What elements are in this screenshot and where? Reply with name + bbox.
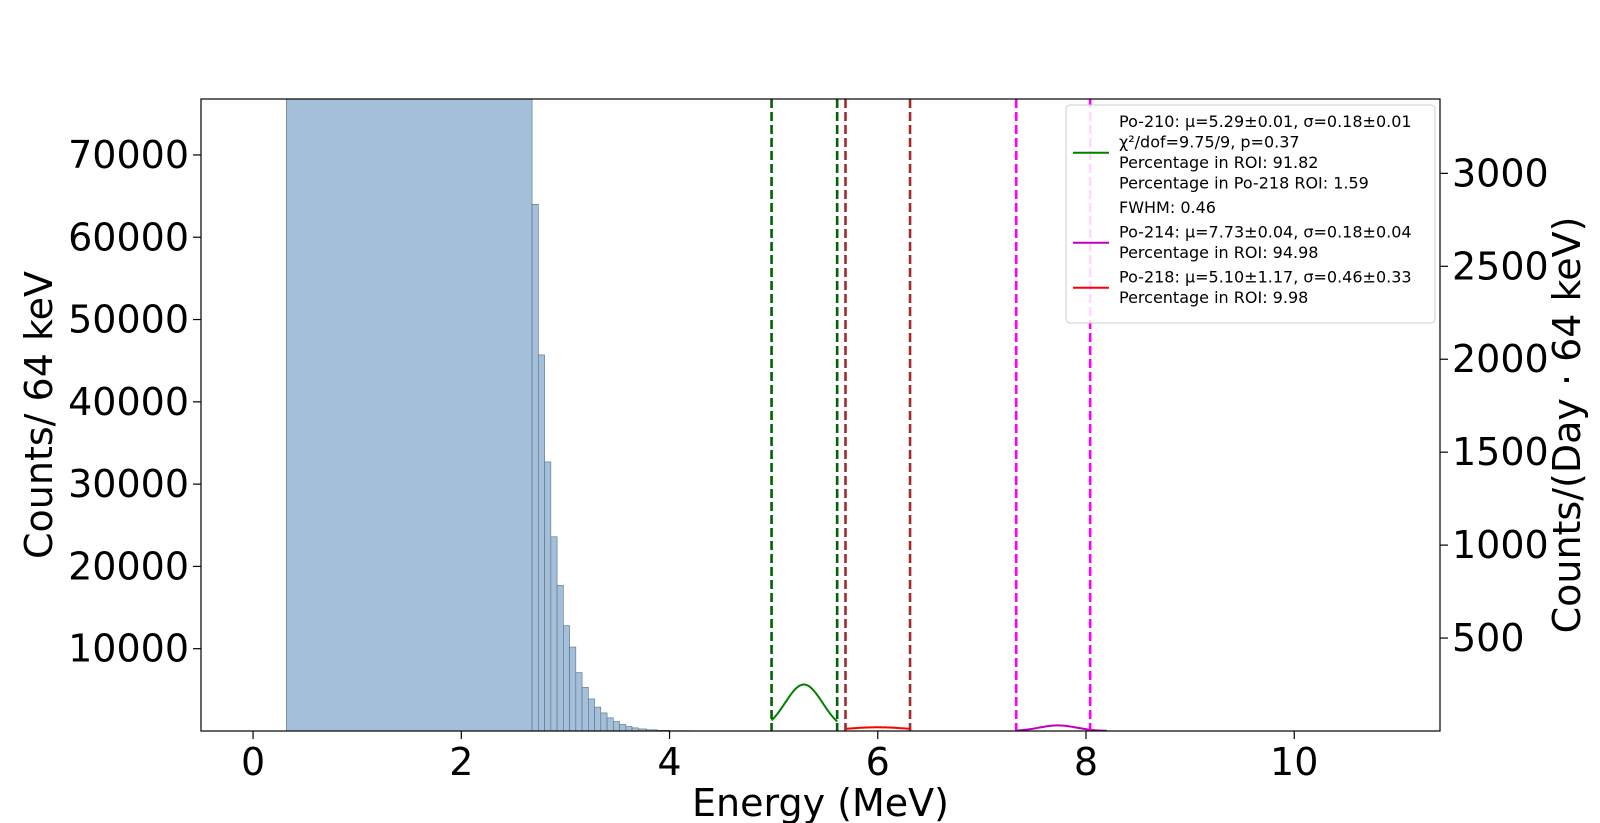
legend-entry-text: Po-214: μ=7.73±0.04, σ=0.18±0.04 <box>1119 223 1412 242</box>
y-tick-label: 40000 <box>68 380 189 424</box>
histogram-bar <box>569 646 577 731</box>
y-right-tick-label: 1500 <box>1452 430 1549 474</box>
histogram-bar <box>594 706 602 731</box>
x-axis: 0 2 4 6 8 10 <box>241 731 1318 784</box>
legend-box <box>1065 104 1436 324</box>
plot-frame <box>200 98 1441 732</box>
y-axis-label-left: Counts/ 64 keV <box>17 271 61 559</box>
histogram-bar <box>619 724 627 731</box>
fit-curve <box>845 726 911 730</box>
histogram-bar <box>575 672 583 731</box>
legend-entry-text: χ²/dof=9.75/9, p=0.37 <box>1119 133 1300 152</box>
histogram-bar <box>556 585 564 731</box>
histogram-bar <box>286 99 533 731</box>
legend-entry-text: Percentage in ROI: 94.98 <box>1119 243 1318 262</box>
x-tick-label: 8 <box>1074 740 1098 784</box>
y-right-tick-label: 500 <box>1452 616 1525 660</box>
y-tick-label: 60000 <box>68 215 189 259</box>
histogram-bar <box>625 726 633 731</box>
legend-entry-text: Po-218: μ=5.10±1.17, σ=0.46±0.33 <box>1119 268 1412 287</box>
x-tick-label: 10 <box>1270 740 1318 784</box>
legend-entry-text: Percentage in ROI: 9.98 <box>1119 288 1308 307</box>
x-tick-label: 6 <box>866 740 890 784</box>
y-tick-label: 10000 <box>68 627 189 671</box>
x-tick-label: 2 <box>449 740 473 784</box>
y-right-tick-label: 1000 <box>1452 523 1549 567</box>
y-tick-label: 30000 <box>68 462 189 506</box>
histogram-bar <box>613 721 620 731</box>
y-right-tick-label: 2500 <box>1452 244 1549 288</box>
y-tick-label: 70000 <box>68 133 189 177</box>
legend: Po-210: μ=5.29±0.01, σ=0.18±0.01 χ²/dof=9… <box>1065 104 1436 324</box>
histogram-bar <box>600 712 608 731</box>
y-right-tick-label: 2000 <box>1452 337 1549 381</box>
legend-entry-text: Po-210: μ=5.29±0.01, σ=0.18±0.01 <box>1119 112 1412 131</box>
legend-entry-text: Percentage in Po-218 ROI: 1.59 <box>1119 174 1369 193</box>
histogram-bar <box>581 687 589 731</box>
y-axis-right: 500 1000 1500 2000 2500 3000 <box>1440 151 1549 660</box>
plot-area <box>286 99 1107 731</box>
y-tick-label: 20000 <box>68 544 189 588</box>
y-axis-left: 10000 20000 30000 40000 50000 60000 70000 <box>68 133 201 671</box>
fit-curve <box>770 683 838 723</box>
histogram-bar <box>563 625 570 731</box>
y-tick-label: 50000 <box>68 298 189 342</box>
x-tick-label: 4 <box>657 740 681 784</box>
y-axis-label-right: Counts/(Day · 64 keV) <box>1545 217 1589 634</box>
histogram-bar <box>544 461 552 731</box>
legend-entry-text: FWHM: 0.46 <box>1119 198 1216 217</box>
x-tick-label: 0 <box>241 740 265 784</box>
histogram-bar <box>588 698 595 731</box>
histogram-bar <box>550 536 558 731</box>
histogram-bar <box>606 717 614 731</box>
x-axis-label: Energy (MeV) <box>692 781 949 823</box>
fit-curve <box>1016 724 1107 731</box>
histogram-bar <box>531 204 539 731</box>
y-right-tick-label: 3000 <box>1452 151 1549 195</box>
legend-entry-text: Percentage in ROI: 91.82 <box>1119 153 1318 172</box>
histogram-bar <box>538 354 545 731</box>
